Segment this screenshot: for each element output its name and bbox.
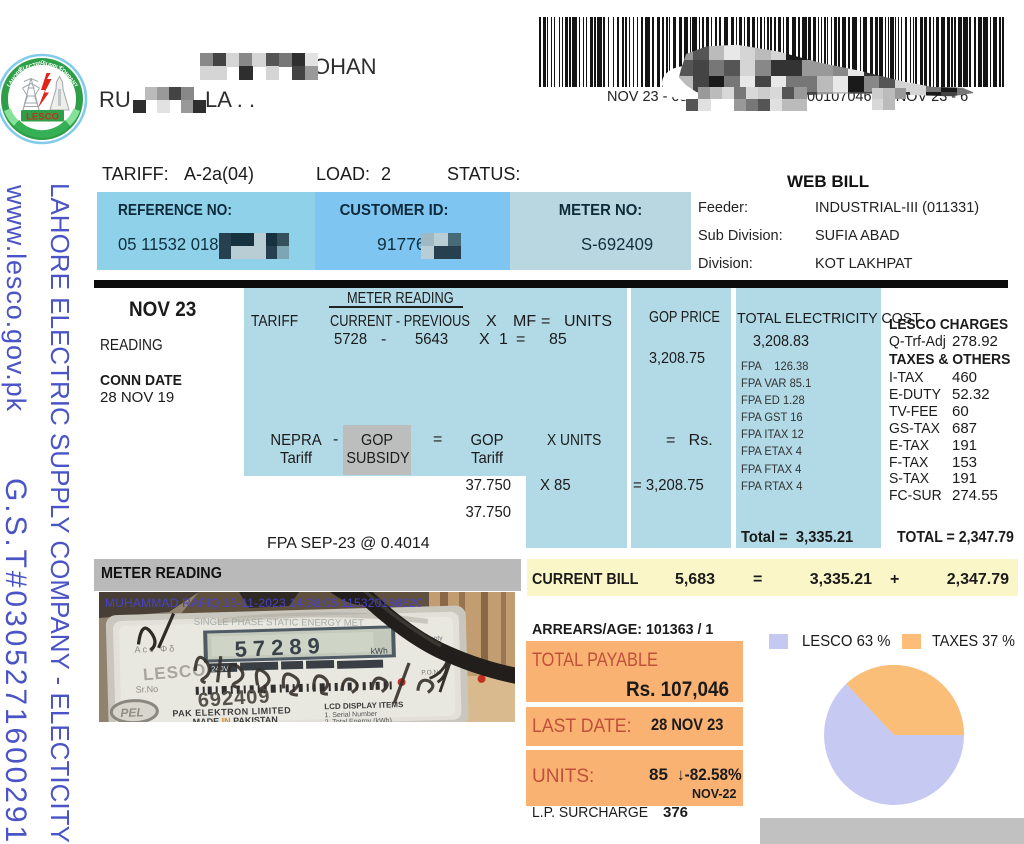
svg-text:SUPPLY: SUPPLY — [41, 60, 63, 72]
svg-text:P.O.No: P.O.No — [421, 669, 442, 677]
svg-text:PEL: PEL — [120, 705, 144, 720]
svg-text:57289: 57289 — [234, 633, 326, 662]
svg-text:LCD DISPLAY ITEMS: LCD DISPLAY ITEMS — [324, 700, 404, 711]
svg-text:LESCO: LESCO — [26, 112, 59, 123]
svg-text:PAK ELEKTRON LIMITED: PAK ELEKTRON LIMITED — [172, 705, 291, 718]
svg-text:Sr.No: Sr.No — [136, 684, 159, 695]
svg-text:kWh: kWh — [371, 646, 389, 656]
svg-text:MUHAMMAD RAFIQ 16-11-2023 14:: MUHAMMAD RAFIQ 16-11-2023 14:38:05 11532… — [105, 596, 423, 610]
svg-text:2. Total Energy (kWh): 2. Total Energy (kWh) — [325, 717, 392, 722]
svg-text:SINGLE PHASE STATIC ENERGY MET: SINGLE PHASE STATIC ENERGY MET — [194, 617, 364, 629]
svg-text:Acc Φδ: Acc Φδ — [134, 643, 176, 654]
svg-text:1. Serial Number: 1. Serial Number — [324, 711, 377, 719]
svg-text:MADE IN PAKISTAN: MADE IN PAKISTAN — [192, 715, 277, 722]
